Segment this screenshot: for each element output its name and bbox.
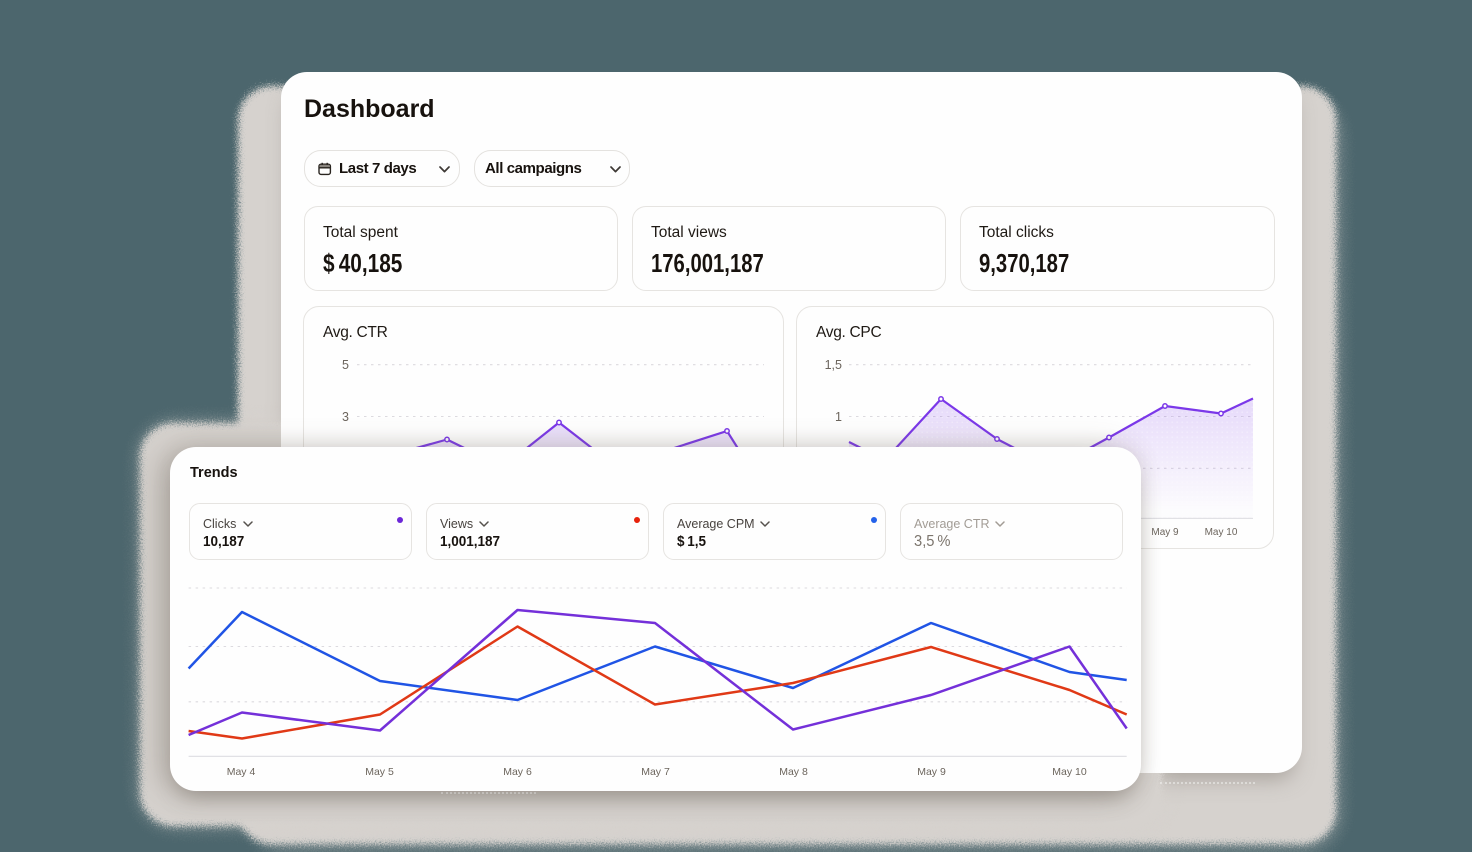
svg-text:5: 5 — [342, 358, 349, 372]
svg-text:May 10: May 10 — [1052, 766, 1087, 778]
svg-text:May 5: May 5 — [365, 766, 394, 778]
svg-text:May 10: May 10 — [1205, 527, 1238, 538]
svg-text:1,5: 1,5 — [825, 358, 842, 372]
svg-text:May 8: May 8 — [779, 766, 808, 778]
svg-text:May 9: May 9 — [1151, 527, 1179, 538]
svg-text:May 6: May 6 — [503, 766, 532, 778]
svg-text:1: 1 — [835, 410, 842, 424]
svg-text:May 9: May 9 — [917, 766, 946, 778]
svg-text:May 4: May 4 — [227, 766, 256, 778]
svg-text:May 7: May 7 — [641, 766, 670, 778]
svg-text:3: 3 — [342, 410, 349, 424]
